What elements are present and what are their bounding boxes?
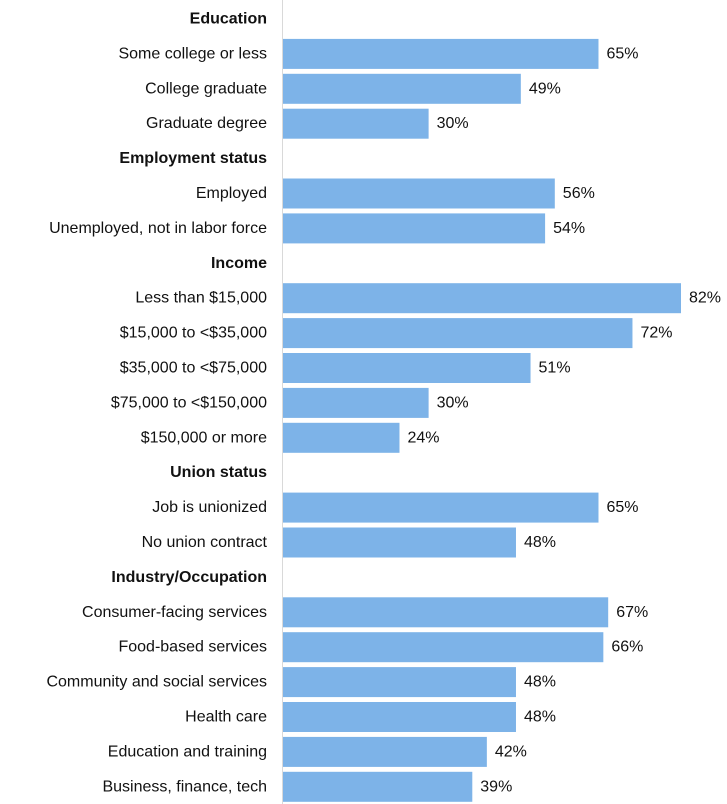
bar-college-graduate [283, 73, 521, 104]
value-label-college-graduate: 49% [529, 80, 561, 97]
category-label-food-based-services: Food-based services [118, 639, 267, 656]
value-label-15-000-to-35-000: 72% [640, 325, 672, 342]
bar-food-based-services [283, 632, 604, 663]
value-label-job-is-unionized: 65% [606, 499, 638, 516]
category-label-consumer-facing-services: Consumer-facing services [82, 604, 267, 621]
category-label-employed: Employed [196, 185, 267, 202]
bar-no-union-contract [283, 527, 516, 558]
value-label-less-than-15-000: 82% [689, 290, 721, 307]
value-label-food-based-services: 66% [611, 639, 643, 656]
value-label-graduate-degree: 30% [437, 115, 469, 132]
value-label-employed: 56% [563, 185, 595, 202]
bar-business-finance-tech [283, 771, 473, 802]
category-label-35-000-to-75-000: $35,000 to <$75,000 [120, 360, 267, 377]
group-title-education: Education [190, 11, 267, 28]
value-label-education-and-training: 42% [495, 743, 527, 760]
category-label-college-graduate: College graduate [145, 80, 267, 97]
group-title-union-status: Union status [170, 464, 267, 481]
chart-rows: Education Some college or less 65% College … [46, 11, 721, 802]
bar-consumer-facing-services [283, 597, 609, 628]
group-title-income: Income [211, 255, 267, 272]
value-label-35-000-to-75-000: 51% [539, 360, 571, 377]
bar-employed [283, 178, 555, 209]
bar-unemployed-not-in-labor-force [283, 213, 546, 244]
category-label-some-college-or-less: Some college or less [118, 45, 267, 62]
value-label-health-care: 48% [524, 709, 556, 726]
bar-education-and-training [283, 736, 487, 767]
category-label-75-000-to-150-000: $75,000 to <$150,000 [111, 394, 267, 411]
value-label-business-finance-tech: 39% [480, 778, 512, 795]
group-title-employment-status: Employment status [119, 150, 267, 167]
category-label-no-union-contract: No union contract [142, 534, 268, 551]
category-label-150-000-or-more: $150,000 or more [141, 429, 267, 446]
bar-150-000-or-more [283, 422, 400, 453]
bar-community-and-social-services [283, 667, 516, 698]
category-label-job-is-unionized: Job is unionized [152, 499, 267, 516]
category-label-education-and-training: Education and training [108, 743, 267, 760]
value-label-unemployed-not-in-labor-force: 54% [553, 220, 585, 237]
category-label-community-and-social-services: Community and social services [46, 674, 267, 691]
bar-graduate-degree [283, 108, 429, 139]
bar-15-000-to-35-000 [283, 318, 633, 349]
category-label-graduate-degree: Graduate degree [146, 115, 267, 132]
value-label-community-and-social-services: 48% [524, 674, 556, 691]
bar-health-care [283, 702, 516, 732]
group-title-industry-occupation: Industry/Occupation [111, 569, 267, 586]
bar-35-000-to-75-000 [283, 353, 531, 383]
bar-job-is-unionized [283, 492, 599, 523]
value-label-consumer-facing-services: 67% [616, 604, 648, 621]
value-label-some-college-or-less: 65% [606, 45, 638, 62]
category-label-business-finance-tech: Business, finance, tech [102, 778, 267, 795]
bar-some-college-or-less [283, 38, 599, 69]
value-label-75-000-to-150-000: 30% [437, 394, 469, 411]
category-label-less-than-15-000: Less than $15,000 [135, 290, 267, 307]
bar-less-than-15-000 [283, 283, 681, 314]
value-label-no-union-contract: 48% [524, 534, 556, 551]
category-label-unemployed-not-in-labor-force: Unemployed, not in labor force [49, 220, 267, 237]
bar-75-000-to-150-000 [283, 387, 429, 418]
category-label-health-care: Health care [185, 709, 267, 726]
category-label-15-000-to-35-000: $15,000 to <$35,000 [120, 325, 267, 342]
value-label-150-000-or-more: 24% [407, 429, 439, 446]
